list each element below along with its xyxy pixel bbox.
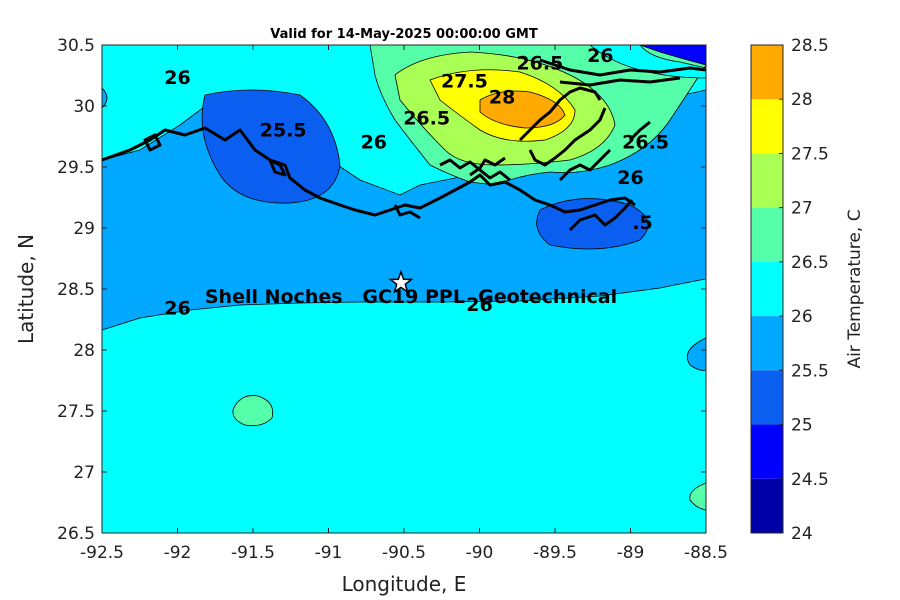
colorbar-segment xyxy=(751,153,783,208)
colorbar-segment xyxy=(751,99,783,154)
colorbar-segment xyxy=(751,478,783,533)
contour-label: 26 xyxy=(164,298,190,320)
contour-fill-26-5-se xyxy=(689,482,706,511)
x-tick-label: -90 xyxy=(466,543,494,563)
y-tick-label: 30 xyxy=(73,97,95,117)
contour-fill-25-5-right xyxy=(686,337,706,371)
colorbar-segment xyxy=(751,370,783,425)
colorbar: 24 24.5 25 25.5 26 26.5 27 27.5 28 28.5 xyxy=(750,36,829,544)
colorbar-segment xyxy=(751,261,783,317)
colorbar-segment xyxy=(751,45,783,100)
contour-label: 25.5 xyxy=(260,120,307,142)
colorbar-tick-label: 27.5 xyxy=(791,144,829,164)
colorbar-tick-label: 25 xyxy=(791,416,813,436)
x-tick-label: -89.5 xyxy=(533,543,577,563)
colorbar-label: Air Temperature, C xyxy=(845,209,865,368)
colorbar-segment xyxy=(751,424,783,479)
colorbar-segment xyxy=(751,207,783,262)
x-tick-label: -92.5 xyxy=(80,543,124,563)
colorbar-tick-label: 28 xyxy=(791,90,813,110)
x-tick-label: -91 xyxy=(315,543,343,563)
colorbar-tick-label: 26 xyxy=(791,307,813,327)
colorbar-tick-label: 27 xyxy=(791,199,813,219)
contour-label: 26 xyxy=(587,45,613,67)
colorbar-tick-label: 26.5 xyxy=(791,253,829,273)
y-tick-label: 28.5 xyxy=(57,280,95,300)
map-title: Valid for 14-May-2025 00:00:00 GMT xyxy=(270,27,538,42)
x-axis-label: Longitude, E xyxy=(342,572,467,596)
contour-fill-25-west xyxy=(201,89,341,204)
y-tick-label: 28 xyxy=(73,341,95,361)
contour-label: 28 xyxy=(489,87,515,109)
coastline xyxy=(102,58,706,232)
colorbar-segment xyxy=(751,316,783,371)
x-tick-label: -91.5 xyxy=(231,543,275,563)
x-axis: -92.5 -92 -91.5 -91 -90.5 -90 -89.5 -89 -88.5 xyxy=(80,45,728,563)
x-tick-label: -89 xyxy=(617,543,645,563)
y-axis-label: Latitude, N xyxy=(14,234,38,344)
y-tick-label: 30.5 xyxy=(57,36,95,56)
colorbar-tick-label: 28.5 xyxy=(791,36,829,56)
x-tick-label: -90.5 xyxy=(382,543,426,563)
contour-label: 27.5 xyxy=(441,71,488,93)
colorbar-tick-label: 24.5 xyxy=(791,470,829,490)
colorbar-frame xyxy=(750,44,784,534)
x-tick-label: -88.5 xyxy=(684,543,728,563)
y-tick-label: 27 xyxy=(73,463,95,483)
site-label: Shell Noches GC19 PPL Geotechnical xyxy=(205,286,617,308)
contour-label: 26 xyxy=(361,132,387,154)
y-tick-label: 26.5 xyxy=(57,524,95,544)
contour-label: 26 xyxy=(164,67,190,89)
colorbar-tick-label: 25.5 xyxy=(791,361,829,381)
x-tick-label: -92 xyxy=(164,543,192,563)
site-star-icon xyxy=(388,269,414,294)
contour-label: 26.5 xyxy=(516,52,563,74)
contour-label: 26 xyxy=(466,294,492,316)
contour-label: 26 xyxy=(617,167,643,189)
contour-label: 26.5 xyxy=(403,107,450,129)
y-tick-label: 27.5 xyxy=(57,402,95,422)
site-marker: Shell Noches GC19 PPL Geotechnical xyxy=(205,269,617,308)
y-tick-label: 29.5 xyxy=(57,158,95,178)
contour-label: .5 xyxy=(632,212,652,234)
y-tick-label: 29 xyxy=(73,219,95,239)
contour-label: 26.5 xyxy=(622,132,669,154)
colorbar-tick-label: 24 xyxy=(791,524,813,544)
contour-fill-26-5-south xyxy=(232,395,274,427)
